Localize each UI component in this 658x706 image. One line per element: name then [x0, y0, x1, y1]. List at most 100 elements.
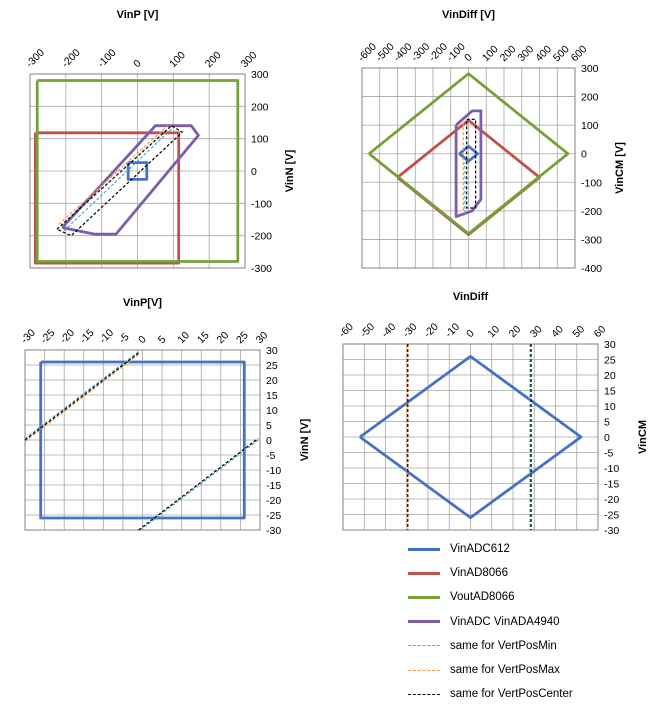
y-axis-title: VinN [V] — [299, 418, 311, 461]
x-tick-label: 40 — [549, 323, 566, 340]
legend-swatch — [408, 547, 440, 551]
legend-label: VinADC VinADA4940 — [450, 615, 560, 628]
x-tick-label: 200 — [498, 43, 519, 64]
x-tick-label: 20 — [507, 323, 524, 340]
y-tick-label: 10 — [266, 405, 278, 417]
series-line-same-for-vertposmin — [140, 438, 261, 531]
legend-swatch — [408, 571, 440, 575]
series-line-same-for-vertposmax — [24, 352, 141, 442]
series-line-voutad8066 — [35, 79, 240, 263]
series-line-voutad8066 — [368, 72, 570, 236]
y-tick-label: 20 — [604, 370, 616, 382]
y-tick-label: -25 — [604, 510, 619, 522]
series-line-same-for-vertposmin — [24, 351, 139, 439]
y-tick-label: 25 — [604, 355, 616, 367]
plot-frame — [361, 67, 576, 269]
plot-frame — [342, 343, 599, 531]
legend: VinADC612 VinAD8066 VoutAD8066 VinADC VinAD… — [408, 537, 648, 706]
x-tick-label: -20 — [58, 327, 77, 346]
x-tick-label: -25 — [38, 327, 57, 346]
y-tick-label: -25 — [266, 510, 281, 522]
x-tick-label: 0 — [136, 333, 149, 346]
series-line-vinadc612 — [359, 354, 583, 519]
x-axis-title: VinP [V] — [117, 9, 159, 21]
y-tick-label: 10 — [604, 401, 616, 413]
x-tick-label: -300 — [24, 47, 47, 70]
x-axis-title: VinP[V] — [123, 297, 162, 309]
y-tick-label: -20 — [604, 494, 619, 506]
legend-item: VinADC612 — [408, 537, 648, 561]
y-tick-label: -100 — [251, 198, 272, 210]
x-tick-label: 500 — [551, 43, 572, 64]
y-tick-label: -200 — [581, 206, 602, 218]
x-tick-label: 0 — [462, 51, 475, 64]
x-tick-label: 20 — [214, 329, 231, 346]
x-tick-label: -50 — [358, 321, 377, 340]
legend-item: same for VertPosMax — [408, 658, 648, 682]
legend-label: same for VertPosCenter — [450, 688, 573, 701]
legend-swatch — [408, 595, 440, 599]
x-tick-label: -5 — [117, 331, 132, 346]
legend-item: same for VertPosMin — [408, 634, 648, 658]
series-line-vinadc-vinada4940 — [454, 109, 483, 219]
x-tick-label: 10 — [485, 323, 502, 340]
series-line-same-for-vertposcenter — [466, 118, 477, 209]
series-line-vinadc-vinada4940 — [61, 124, 200, 236]
y-tick-label: 15 — [266, 390, 278, 402]
x-tick-label: 50 — [570, 323, 587, 340]
legend-swatch — [408, 669, 440, 671]
y-tick-label: -5 — [604, 448, 613, 460]
series-line-same-for-vertposcenter — [24, 352, 139, 441]
series-line-same-for-vertposcenter — [138, 438, 259, 531]
y-tick-label: 200 — [251, 101, 269, 113]
x-tick-label: 25 — [234, 329, 251, 346]
y-tick-label: 0 — [266, 435, 272, 447]
chart-4: -60 -50 -40 -30 -20 -10 0 10 20 30 40 50 60302520151… — [337, 291, 649, 537]
plot-frame — [29, 73, 246, 269]
series-line-vinadc612 — [126, 161, 149, 181]
series-line-same-for-vertposmax — [58, 125, 169, 225]
y-tick-label: 0 — [581, 149, 587, 161]
y-tick-label: -200 — [251, 231, 272, 243]
x-tick-label: -10 — [443, 321, 462, 340]
x-tick-label: 0 — [131, 57, 144, 70]
x-tick-label: 0 — [464, 327, 477, 340]
y-tick-label: -5 — [266, 450, 275, 462]
x-axis-title: VinDiff [V] — [442, 9, 495, 21]
x-tick-label: 10 — [175, 329, 192, 346]
y-tick-label: 5 — [604, 417, 610, 429]
legend-item: same for VertPosCenter — [408, 682, 648, 706]
legend-label: VinAD8066 — [450, 567, 508, 580]
y-tick-label: -30 — [604, 525, 619, 537]
x-tick-label: 30 — [254, 329, 271, 346]
x-tick-label: 5 — [156, 333, 169, 346]
y-tick-label: 300 — [581, 63, 599, 75]
legend-label: VoutAD8066 — [450, 591, 515, 604]
legend-swatch — [408, 645, 440, 647]
y-tick-label: 25 — [266, 360, 278, 372]
legend-label: VinADC612 — [450, 543, 510, 556]
y-tick-label: 5 — [266, 420, 272, 432]
series-line-vinad8066 — [34, 131, 181, 265]
x-tick-label: -60 — [337, 321, 356, 340]
legend-item: VoutAD8066 — [408, 585, 648, 609]
x-tick-label: 600 — [569, 43, 590, 64]
series-line-vinadc612 — [458, 144, 480, 163]
y-tick-label: 300 — [251, 69, 269, 81]
y-tick-label: 100 — [251, 134, 269, 146]
x-axis-title: VinDiff — [453, 291, 489, 303]
y-tick-label: -20 — [266, 495, 281, 507]
y-tick-label: -30 — [266, 525, 281, 537]
x-tick-label: 15 — [195, 329, 212, 346]
x-tick-label: 300 — [239, 49, 260, 70]
x-tick-label: 300 — [515, 43, 536, 64]
series-line-same-for-vertposmin — [63, 128, 172, 232]
y-tick-label: 200 — [581, 92, 599, 104]
y-axis-title: VinCM — [637, 420, 649, 454]
legend-item: VinAD8066 — [408, 561, 648, 585]
y-tick-label: -100 — [581, 177, 602, 189]
chart-3: -30 -25 -20 -15 -10 -5 0 5 10 15 20 25 3030252015105… — [19, 297, 311, 537]
series-line-vinadc612 — [39, 360, 246, 520]
